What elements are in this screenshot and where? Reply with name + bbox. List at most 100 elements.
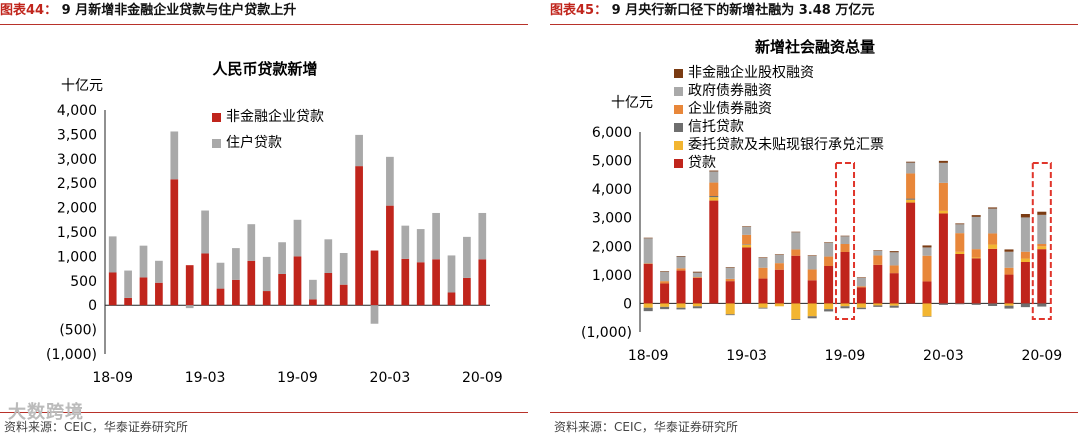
left-bar-18-12-s0 [155, 282, 163, 306]
right-bar-19-10-s3 [856, 286, 866, 288]
right-bar-20-06-s4 [988, 208, 998, 234]
left-x-tick-label: 19-03 [185, 370, 226, 386]
right-bar-20-02-s3 [922, 255, 932, 282]
right-bar-20-03-s5 [938, 160, 948, 163]
left-bar-19-08-s1 [278, 242, 286, 274]
left-y-tick-label: 3,000 [57, 152, 97, 168]
right-bar-19-07-s2 [807, 316, 817, 319]
right-bar-20-09-s3 [1037, 244, 1047, 247]
left-bar-19-04-s0 [216, 288, 225, 306]
right-bar-20-08-s2 [1020, 303, 1030, 308]
right-bar-18-11-s3 [676, 268, 686, 271]
left-legend-label-0: 非金融企业贷款 [226, 108, 324, 125]
right-legend-label-2: 信托贷款 [688, 119, 744, 135]
left-x-tick-label: 20-09 [462, 370, 503, 386]
right-bar-20-09-s4 [1037, 214, 1047, 244]
right-bar-20-06-s0 [988, 248, 998, 304]
left-bar-20-01-s0 [355, 166, 363, 306]
right-bar-19-06-s2 [791, 319, 801, 320]
left-bar-18-09-s0 [108, 272, 117, 306]
right-bar-19-08-s1 [824, 303, 834, 310]
right-bar-20-01-s4 [906, 162, 916, 174]
right-bar-19-04-s3 [758, 267, 768, 279]
right-bar-20-03-s3 [938, 182, 948, 211]
right-bar-19-12-s1 [889, 303, 899, 306]
right-bar-19-08-s2 [824, 309, 834, 312]
right-bar-18-10-s3 [660, 281, 670, 284]
left-bar-20-06-s1 [432, 212, 440, 260]
left-y-tick-label: (1,000) [46, 347, 97, 363]
left-bar-19-07-s1 [262, 256, 271, 292]
right-bar-20-03-s2 [938, 303, 948, 305]
left-bar-20-05-s1 [416, 229, 425, 263]
right-bar-20-07-s0 [1004, 274, 1014, 304]
left-figure-header: 图表44： 9 月新增非金融企业贷款与住户贷款上升 [0, 0, 528, 24]
right-y-tick-label: 5,000 [592, 154, 632, 170]
right-bar-20-08-s0 [1020, 262, 1030, 304]
left-bar-19-11-s1 [324, 239, 333, 273]
right-bar-19-06-s4 [791, 232, 801, 250]
right-figure-number: 图表45： [550, 3, 608, 18]
right-y-tick-label: 0 [623, 296, 632, 312]
left-bar-20-02-s0 [370, 250, 379, 306]
right-bar-19-05-s5 [774, 254, 784, 255]
left-bar-19-03-s1 [201, 210, 209, 254]
right-bar-19-04-s1 [758, 303, 768, 308]
right-bar-19-05-s3 [774, 263, 784, 270]
right-highlight-box-19-09 [834, 162, 856, 320]
right-bar-19-11-s4 [873, 250, 883, 256]
right-bar-18-10-s4 [660, 271, 670, 282]
right-y-tick-label: 3,000 [592, 211, 632, 227]
right-bar-18-10-s0 [660, 283, 670, 304]
right-bar-19-09-s0 [840, 252, 850, 304]
left-x-tick-label: 19-09 [277, 370, 318, 386]
right-bar-20-08-s3 [1020, 251, 1030, 259]
left-bar-18-09-s1 [108, 236, 117, 273]
right-bar-19-11-s1 [873, 303, 883, 306]
right-bar-20-01-s2 [906, 198, 916, 200]
right-y-tick-label: 1,000 [592, 268, 632, 284]
left-bar-19-12-s1 [339, 252, 348, 285]
left-bar-18-11-s1 [139, 245, 148, 278]
right-bar-20-06-s1 [988, 244, 998, 249]
right-bar-20-01-s1 [906, 199, 916, 203]
right-bar-19-11-s5 [873, 250, 883, 251]
right-bar-20-07-s2 [1004, 305, 1014, 309]
left-bar-19-01-s0 [170, 179, 179, 306]
right-bar-20-04-s4 [955, 224, 965, 234]
right-legend-swatch-0 [674, 159, 683, 168]
right-bar-19-04-s0 [758, 278, 768, 304]
right-bar-19-02-s0 [725, 281, 735, 304]
right-bar-19-01-s0 [709, 200, 719, 304]
right-bar-20-03-s0 [938, 213, 948, 304]
right-bar-18-12-s2 [692, 306, 702, 309]
right-bar-18-11-s2 [676, 307, 686, 310]
left-y-tick-label: 1,000 [57, 249, 97, 265]
right-bar-19-05-s1 [774, 303, 784, 307]
right-bar-20-05-s5 [971, 215, 981, 217]
right-legend-label-3: 企业债券融资 [688, 100, 772, 117]
right-bar-20-08-s4 [1020, 217, 1030, 252]
right-bar-20-02-s2 [922, 316, 932, 317]
left-figure-title: 9 月新增非金融企业贷款与住户贷款上升 [61, 3, 297, 18]
right-bar-20-05-s3 [971, 249, 981, 258]
left-bar-20-07-s0 [447, 292, 456, 306]
right-legend-label-0: 贷款 [688, 155, 716, 171]
right-bar-19-03-s3 [742, 234, 752, 245]
left-bar-20-03-s1 [386, 156, 394, 206]
right-bar-20-06-s5 [988, 207, 998, 209]
right-bar-19-10-s1 [856, 303, 866, 308]
right-figure-header: 图表45： 9 月央行新口径下的新增社融为 3.48 万亿元 [550, 0, 1078, 24]
right-bar-19-03-s0 [742, 247, 752, 304]
right-unit-label: 十亿元 [611, 95, 653, 111]
left-legend-swatch-1 [212, 139, 221, 148]
right-x-tick-label: 19-09 [825, 348, 866, 364]
left-bar-19-11-s0 [324, 272, 333, 306]
left-bar-19-03-s0 [201, 253, 209, 306]
right-bar-19-05-s0 [774, 269, 784, 304]
watermark: 大数跨境 [8, 402, 84, 423]
left-source: 资料来源：CEIC，华泰证券研究所 [4, 420, 188, 434]
right-y-tick-label: 2,000 [592, 239, 632, 255]
left-bar-20-04-s0 [401, 258, 410, 306]
